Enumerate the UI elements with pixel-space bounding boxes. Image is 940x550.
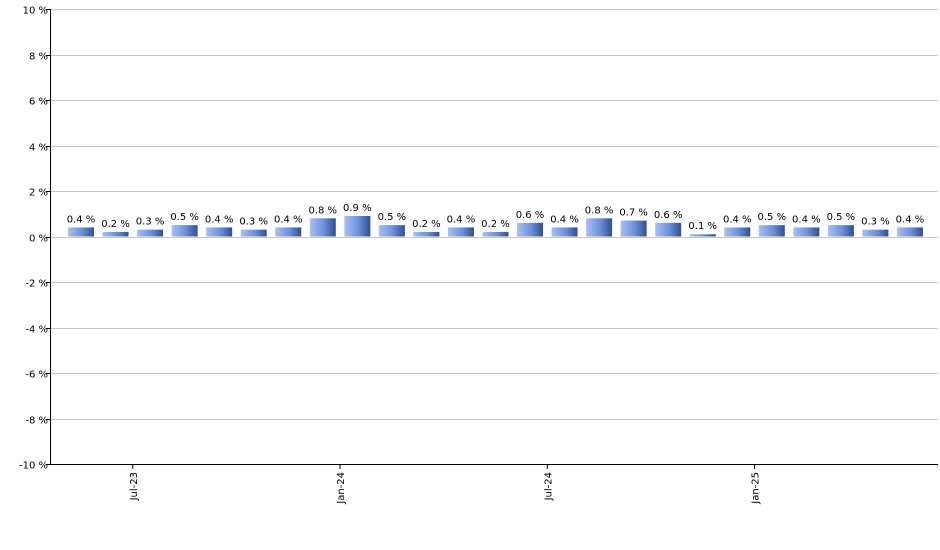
- bar: [586, 218, 613, 237]
- bar-data-label: 0.4 %: [67, 214, 96, 225]
- y-tick-label: -8 %: [25, 416, 48, 427]
- bars: [68, 216, 923, 237]
- bar: [551, 227, 578, 237]
- bar-data-label: 0.4 %: [447, 214, 476, 225]
- x-tick-label: Jul-23: [129, 472, 140, 501]
- y-tick-label: 4 %: [29, 143, 48, 154]
- bar: [758, 225, 785, 237]
- bar: [275, 227, 302, 237]
- bar-data-label: 0.2 %: [412, 219, 441, 230]
- bar: [620, 220, 647, 237]
- bar: [862, 229, 889, 237]
- y-tick-label: 0 %: [29, 234, 48, 245]
- y-tick-label: -4 %: [25, 325, 48, 336]
- bar-data-label: 0.5 %: [758, 212, 787, 223]
- bar-data-label: 0.4 %: [723, 214, 752, 225]
- y-tick-label: 6 %: [29, 97, 48, 108]
- bar-data-label: 0.3 %: [861, 217, 890, 228]
- y-tick-label: 8 %: [29, 52, 48, 63]
- bar-data-label: 0.5 %: [170, 212, 199, 223]
- x-tick-label: Jan-24: [336, 472, 347, 505]
- bar: [413, 231, 440, 237]
- bar: [206, 227, 233, 237]
- grid-lines: [50, 9, 938, 420]
- bar-data-label: 0.3 %: [136, 217, 165, 228]
- bar: [378, 225, 405, 237]
- y-tick-label: 10 %: [23, 6, 48, 17]
- y-tick-label: -10 %: [19, 461, 48, 472]
- bar-data-label: 0.8 %: [585, 205, 614, 216]
- y-tick-label: 2 %: [29, 188, 48, 199]
- bar-data-label: 0.9 %: [343, 203, 372, 214]
- bar-data-label: 0.4 %: [896, 214, 925, 225]
- bar-data-label: 0.2 %: [101, 219, 130, 230]
- x-axis-ticks: Jul-23 Jan-24 Jul-24 Jan-25: [129, 464, 762, 505]
- bar: [517, 222, 544, 237]
- bar-data-label: 0.4 %: [550, 214, 579, 225]
- axes: [50, 9, 938, 465]
- bar: [689, 234, 716, 237]
- bar: [102, 231, 129, 237]
- bar-data-label: 0.4 %: [792, 214, 821, 225]
- bar-data-label: 0.8 %: [308, 205, 337, 216]
- data-labels: 0.4 % 0.2 % 0.3 % 0.5 % 0.4 % 0.3 % 0.4 % 0.8 %…: [67, 203, 925, 232]
- bar-data-label: 0.1 %: [688, 221, 717, 232]
- bar: [447, 227, 474, 237]
- bar-data-label: 0.6 %: [516, 210, 545, 221]
- bar-data-label: 0.7 %: [619, 208, 648, 219]
- bar-data-label: 0.5 %: [827, 212, 856, 223]
- bar: [240, 229, 267, 237]
- bar: [655, 222, 682, 237]
- bar-data-label: 0.4 %: [205, 214, 234, 225]
- bar: [171, 225, 198, 237]
- bar: [68, 227, 94, 237]
- bar-data-label: 0.4 %: [274, 214, 303, 225]
- bar: [827, 225, 854, 237]
- bar-data-label: 0.3 %: [239, 217, 268, 228]
- x-tick-label: Jul-24: [543, 472, 554, 501]
- bar-data-label: 0.5 %: [378, 212, 407, 223]
- bar: [793, 227, 820, 237]
- y-axis-ticks: 10 % 8 % 6 % 4 % 2 % 0 % -2 % -4 % -6 % -8 % -10 %: [19, 6, 50, 472]
- bar-data-label: 0.2 %: [481, 219, 510, 230]
- bar: [482, 231, 509, 237]
- bar-data-label: 0.6 %: [654, 210, 683, 221]
- bar: [137, 229, 164, 237]
- bar: [309, 218, 336, 237]
- bar: [896, 227, 923, 237]
- bar: [724, 227, 751, 237]
- y-tick-label: -6 %: [25, 370, 48, 381]
- bar: [344, 216, 371, 237]
- y-tick-label: -2 %: [25, 279, 48, 290]
- x-tick-label: Jan-25: [751, 472, 762, 505]
